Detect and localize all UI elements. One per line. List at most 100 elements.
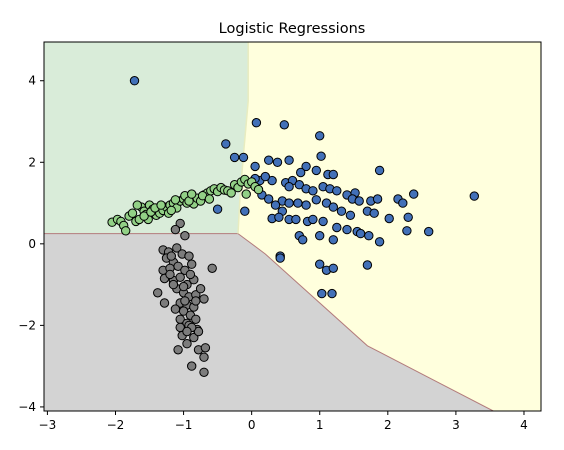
data-point [424, 226, 434, 237]
data-point [354, 196, 364, 206]
data-point [241, 189, 251, 199]
data-point [328, 263, 338, 273]
data-point [291, 214, 301, 225]
data-point [127, 208, 138, 218]
data-point [170, 224, 181, 235]
data-point [267, 175, 277, 186]
data-point [221, 139, 231, 149]
data-point [284, 155, 294, 165]
data-point [317, 288, 327, 299]
data-point [328, 169, 338, 180]
data-point [328, 235, 338, 245]
x-tick-label: 1 [316, 418, 324, 432]
data-point [374, 165, 385, 176]
data-point [187, 361, 197, 371]
data-point [132, 200, 143, 210]
x-tick-label: −1 [175, 418, 193, 432]
data-point [199, 352, 209, 362]
data-point [180, 296, 190, 306]
data-point [139, 211, 149, 221]
data-point [332, 222, 342, 233]
data-point [238, 152, 249, 163]
data-point [264, 155, 274, 165]
data-point [403, 212, 413, 223]
y-tick-label: −2 [18, 318, 36, 332]
data-point [182, 326, 192, 337]
chart-title: Logistic Regressions [219, 21, 366, 37]
boundary-yellow-gray [237, 233, 494, 411]
data-point [301, 161, 311, 172]
data-point [311, 165, 321, 176]
data-point [253, 184, 264, 195]
x-tick-label: −2 [107, 418, 125, 432]
data-point [129, 76, 140, 86]
x-tick-label: 0 [248, 418, 256, 432]
data-point [284, 182, 294, 192]
data-point [121, 226, 131, 236]
data-point [172, 243, 182, 253]
data-point [175, 218, 185, 229]
data-point [293, 198, 303, 208]
data-point [384, 213, 394, 224]
data-point [166, 251, 177, 261]
data-point [168, 279, 179, 290]
data-point [204, 194, 215, 204]
data-point [270, 200, 281, 210]
x-tick-label: 3 [452, 418, 460, 432]
data-point [165, 269, 175, 280]
data-point [229, 152, 240, 163]
data-point [173, 345, 183, 355]
data-point [374, 237, 385, 247]
x-tick-label: −3 [39, 418, 57, 432]
data-point [189, 332, 199, 343]
data-point [199, 367, 209, 377]
data-point [342, 224, 352, 235]
data-point [315, 259, 325, 269]
data-point [298, 235, 308, 245]
data-point [191, 314, 201, 324]
data-point [296, 167, 306, 178]
data-point [226, 188, 236, 198]
data-point [311, 195, 321, 205]
y-tick-label: −4 [18, 400, 36, 414]
data-point [372, 194, 383, 204]
data-point [327, 288, 337, 299]
data-point [402, 226, 412, 236]
data-point [195, 284, 206, 294]
data-point [187, 259, 197, 269]
data-point [170, 304, 181, 314]
data-point [345, 210, 356, 221]
data-point [316, 151, 326, 161]
data-point [156, 200, 166, 210]
data-point [409, 189, 419, 199]
data-point [336, 206, 347, 216]
x-axis: −3 −2 −1 0 1 2 3 4 [39, 411, 528, 432]
data-point [279, 120, 289, 130]
data-points [107, 76, 479, 377]
data-point [199, 294, 209, 304]
data-point [207, 263, 217, 273]
data-point [251, 118, 262, 128]
data-point [166, 205, 177, 216]
data-point [328, 202, 338, 212]
data-point [308, 186, 318, 196]
y-tick-label: 2 [28, 155, 36, 169]
data-point [185, 269, 196, 280]
data-point [159, 298, 170, 308]
data-point [274, 212, 284, 223]
data-point [284, 198, 294, 208]
data-point [180, 231, 190, 241]
data-point [264, 194, 274, 204]
data-point [170, 195, 181, 205]
data-point [178, 281, 189, 292]
data-point [175, 272, 185, 282]
data-point [193, 326, 204, 337]
data-point [191, 296, 201, 306]
y-tick-label: 4 [28, 74, 36, 88]
data-point [362, 260, 373, 270]
data-point [315, 131, 325, 141]
data-point [308, 214, 318, 225]
data-point [200, 343, 211, 353]
data-point [173, 261, 183, 271]
data-point [321, 198, 332, 208]
